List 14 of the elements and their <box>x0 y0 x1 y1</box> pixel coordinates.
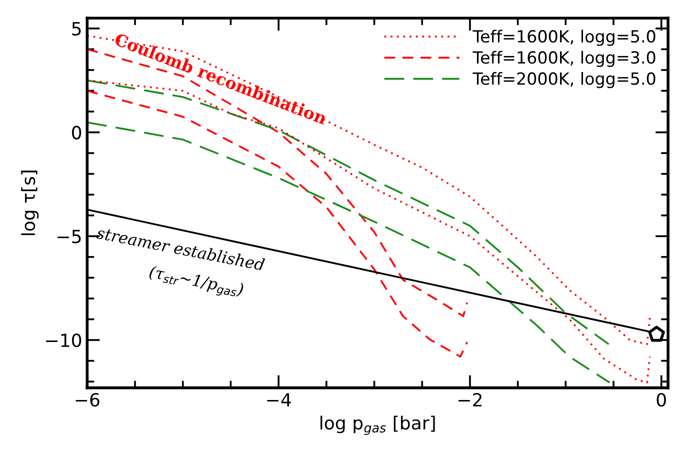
annotation: (τ$_{str}$~1/p$_{gas}$) <box>148 265 244 300</box>
y-tick-label: 0 <box>72 126 82 140</box>
y-tick-label: −10 <box>46 334 82 348</box>
y-tick-label: 5 <box>72 22 81 36</box>
x-tick-label: −2 <box>458 392 482 406</box>
x-tick-label: −6 <box>76 392 100 407</box>
x-tick-label: 0 <box>656 392 666 407</box>
legend-label: Teff=2000K, logg=5.0 <box>472 72 656 88</box>
legend-label: Teff=1600K, logg=3.0 <box>472 50 656 68</box>
legend-label: Teff=1600K, logg=5.0 <box>472 30 656 46</box>
x-tick-label: −4 <box>267 393 291 406</box>
y-tick-label: −5 <box>58 230 81 244</box>
y-axis-title: log τ[s] <box>21 170 39 236</box>
x-axis-title: log p$_{gas}$ [bar] <box>320 416 435 436</box>
